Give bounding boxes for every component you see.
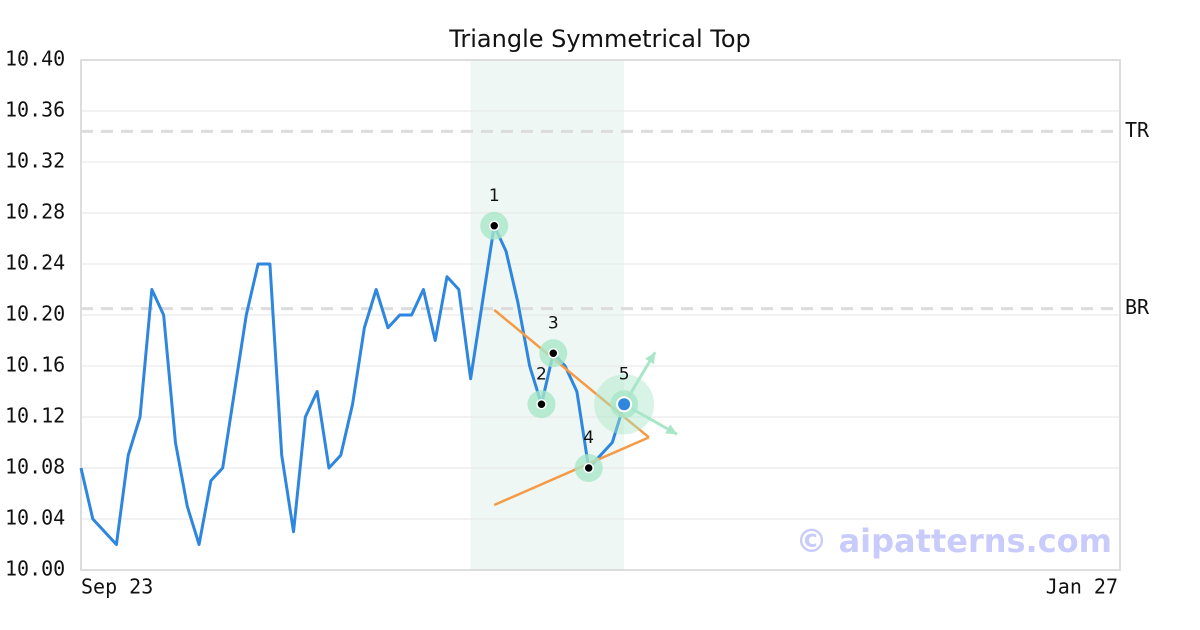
y-tick-label: 10.00 xyxy=(5,557,65,581)
arrow-head xyxy=(645,352,656,365)
y-tick-label: 10.36 xyxy=(5,98,65,122)
plot-frame xyxy=(80,59,1121,571)
point-label: 3 xyxy=(548,313,559,333)
x-tick-label: Sep 23 xyxy=(81,575,153,599)
point-label: 4 xyxy=(583,428,594,448)
x-tick-label: Jan 27 xyxy=(1046,575,1118,599)
chart-title: Triangle Symmetrical Top xyxy=(448,25,751,53)
trendline xyxy=(493,436,650,507)
y-tick-label: 10.08 xyxy=(5,455,65,479)
pattern-point xyxy=(616,396,633,413)
y-tick-label: 10.20 xyxy=(5,302,65,326)
y-tick-label: 10.32 xyxy=(5,149,65,173)
y-tick-label: 10.40 xyxy=(5,47,65,71)
level-label: TR xyxy=(1125,118,1150,142)
point-label: 2 xyxy=(536,364,547,384)
series-line xyxy=(79,224,626,546)
pattern-point xyxy=(536,399,547,410)
point-label: 1 xyxy=(489,186,500,206)
point-label: 5 xyxy=(619,364,630,384)
level-label: BR xyxy=(1125,295,1150,319)
y-tick-label: 10.12 xyxy=(5,404,65,428)
watermark: © aipatterns.com xyxy=(795,522,1112,560)
arrow-head xyxy=(665,424,678,435)
y-tick-label: 10.16 xyxy=(5,353,65,377)
y-tick-label: 10.28 xyxy=(5,200,65,224)
pattern-point xyxy=(548,348,559,359)
pattern-point xyxy=(583,462,594,474)
y-tick-label: 10.24 xyxy=(5,251,65,275)
y-tick-label: 10.04 xyxy=(5,506,65,530)
pattern-point xyxy=(488,220,500,231)
